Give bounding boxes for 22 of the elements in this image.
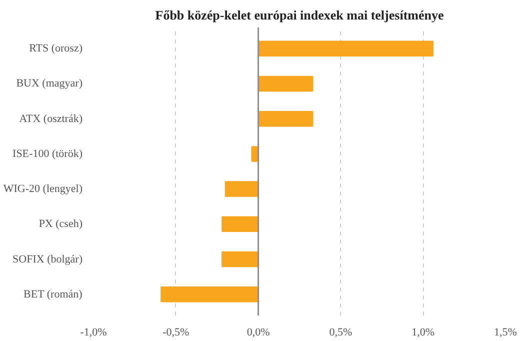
bar <box>160 286 259 302</box>
y-tick-label: SOFIX (bolgár) <box>12 253 83 266</box>
x-tick-label: 0,0% <box>246 326 270 338</box>
x-tick-label: -1,0% <box>80 326 107 338</box>
y-tick-label: WIG-20 (lengyel) <box>3 183 83 196</box>
y-tick-label: BET (román) <box>24 288 83 300</box>
x-tick-label: 0,5% <box>329 326 352 338</box>
x-tick-label: 1,0% <box>412 326 435 338</box>
bar <box>258 76 314 92</box>
bar <box>258 40 434 56</box>
x-tick-label: 1,5% <box>494 326 517 338</box>
chart-title: Főbb közép-kelet európai indexek mai teljesítménye <box>155 8 444 22</box>
x-tick-label: -0,5% <box>162 326 190 338</box>
bar <box>222 251 259 268</box>
bar <box>258 110 314 127</box>
y-tick-label: ISE-100 (török) <box>12 148 83 160</box>
y-tick-label: RTS (orosz) <box>29 42 83 55</box>
y-tick-label: ATX (osztrák) <box>19 112 83 125</box>
bar <box>224 181 259 197</box>
bar <box>222 216 259 232</box>
y-tick-label: PX (cseh) <box>38 218 83 230</box>
y-tick-label: BUX (magyar) <box>16 78 83 90</box>
